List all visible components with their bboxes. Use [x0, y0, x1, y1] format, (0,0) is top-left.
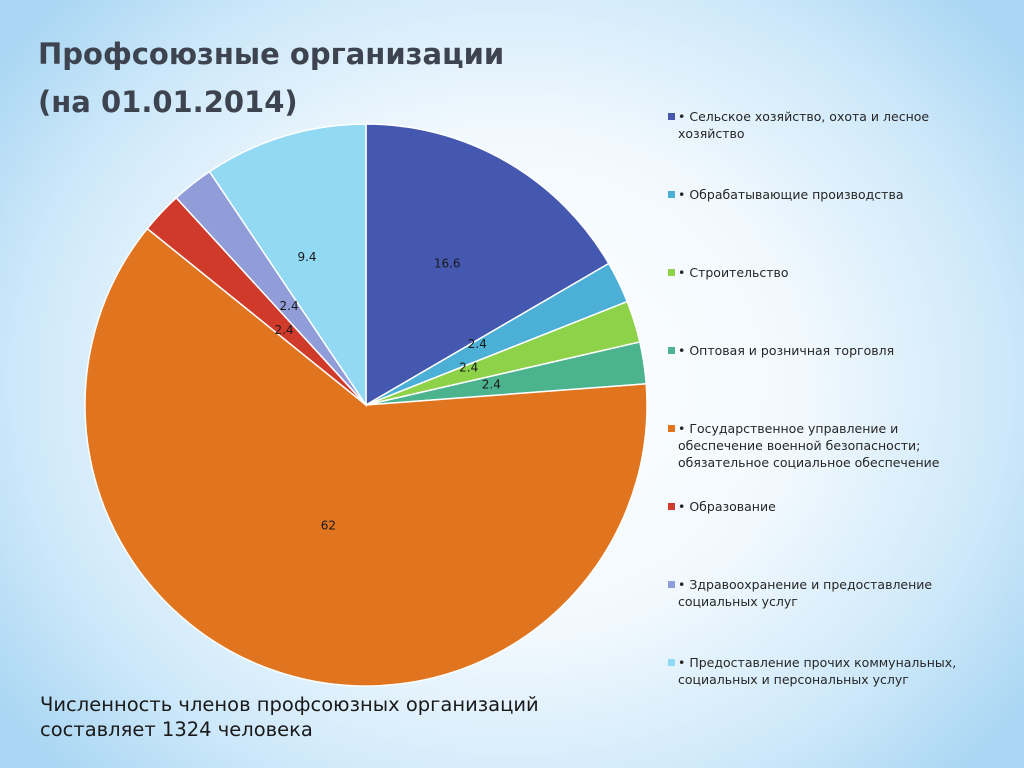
- legend-swatch-4: [668, 347, 675, 354]
- pie-data-label-7: 2.4: [280, 299, 299, 313]
- legend-swatch-8: [668, 659, 675, 666]
- legend-item-7: • Здравоохранение и предоставление социал…: [668, 576, 968, 610]
- legend-swatch-3: [668, 269, 675, 276]
- legend-item-6: • Образование: [668, 498, 968, 515]
- pie-data-label-2: 2.4: [468, 337, 487, 351]
- legend-item-1: • Сельское хозяйство, охота и лесное хозя…: [668, 108, 968, 142]
- footer-line-2: составляет 1324 человека: [40, 718, 313, 741]
- legend-label-2-line-1: • Обрабатывающие производства: [678, 187, 904, 202]
- legend-label-7-line-2: социальных услуг: [678, 594, 798, 609]
- legend-item-8: • Предоставление прочих коммунальных, соц…: [668, 654, 968, 688]
- legend-label-5-line-3: обязательное социальное обеспечение: [678, 455, 940, 470]
- pie-data-label-5: 62: [321, 519, 336, 533]
- pie-data-label-1: 16.6: [434, 257, 461, 271]
- footer-line-1: Численность членов профсоюзных организац…: [40, 693, 539, 716]
- slide-title-line-2: (на 01.01.2014): [38, 85, 298, 119]
- legend-label-8-line-1: • Предоставление прочих коммунальных,: [678, 655, 957, 670]
- slide-footer-note: Численность членов профсоюзных организац…: [40, 692, 539, 742]
- pie-data-labels: 16.6 2.4 2.4 2.4 62 2.4 2.4 9.4: [274, 250, 500, 533]
- pie-slice-1: [365, 123, 610, 407]
- legend-label-7-line-1: • Здравоохранение и предоставление: [678, 577, 933, 592]
- legend-item-3: • Строительство: [668, 264, 968, 281]
- legend-label-1-line-2: хозяйство: [678, 126, 745, 141]
- legend-item-2: • Обрабатывающие производства: [668, 186, 968, 203]
- pie-slices: [84, 123, 648, 687]
- pie-slice-8: [208, 123, 367, 408]
- legend-label-6-line-1: • Образование: [678, 499, 776, 514]
- legend-label-8-line-2: социальных и персональных услуг: [678, 672, 909, 687]
- slide-title-line-1: Профсоюзные организации: [38, 37, 505, 71]
- legend-label-5-line-2: обеспечение военной безопасности;: [678, 438, 921, 453]
- legend-label-3-line-1: • Строительство: [678, 265, 789, 280]
- pie-data-label-8: 9.4: [297, 250, 316, 264]
- pie-data-label-4: 2.4: [482, 378, 501, 392]
- legend-swatch-7: [668, 581, 675, 588]
- legend-swatch-2: [668, 191, 675, 198]
- legend-label-5-line-1: • Государственное управление и: [678, 421, 899, 436]
- legend-swatch-5: [668, 425, 675, 432]
- legend-swatch-6: [668, 503, 675, 510]
- slide-title: Профсоюзные организации (на 01.01.2014): [38, 30, 504, 126]
- legend-item-5: • Государственное управление и обеспечени…: [668, 420, 968, 471]
- legend-label-4-line-1: • Оптовая и розничная торговля: [678, 343, 895, 358]
- pie-data-label-6: 2.4: [274, 323, 293, 337]
- pie-slice-5: [84, 227, 648, 687]
- legend-swatch-1: [668, 113, 675, 120]
- pie-data-label-3: 2.4: [459, 360, 478, 374]
- legend-item-4: • Оптовая и розничная торговля: [668, 342, 968, 359]
- legend-label-1-line-1: • Сельское хозяйство, охота и лесное: [678, 109, 930, 124]
